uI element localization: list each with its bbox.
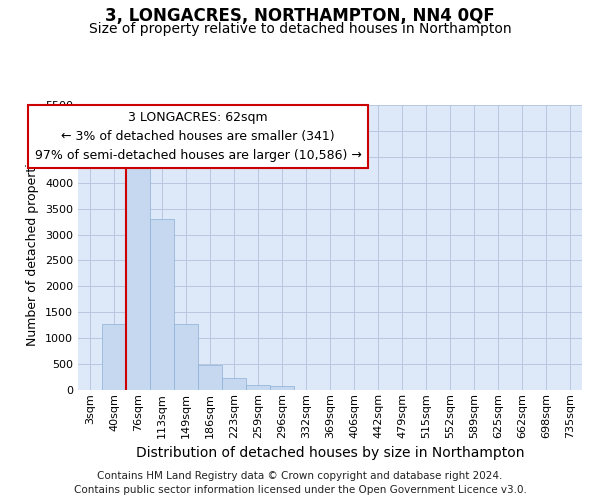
Text: 3 LONGACRES: 62sqm
← 3% of detached houses are smaller (341)
97% of semi-detache: 3 LONGACRES: 62sqm ← 3% of detached hous… <box>35 111 361 162</box>
Bar <box>222 378 246 390</box>
Bar <box>126 164 150 390</box>
X-axis label: Distribution of detached houses by size in Northampton: Distribution of detached houses by size … <box>136 446 524 460</box>
Bar <box>198 365 222 390</box>
Bar <box>102 324 126 390</box>
Y-axis label: Number of detached properties: Number of detached properties <box>26 149 40 346</box>
Text: Size of property relative to detached houses in Northampton: Size of property relative to detached ho… <box>89 22 511 36</box>
Bar <box>174 324 198 390</box>
Bar <box>270 386 294 390</box>
Bar <box>150 219 174 390</box>
Text: Contains HM Land Registry data © Crown copyright and database right 2024.
Contai: Contains HM Land Registry data © Crown c… <box>74 471 526 495</box>
Text: 3, LONGACRES, NORTHAMPTON, NN4 0QF: 3, LONGACRES, NORTHAMPTON, NN4 0QF <box>105 8 495 26</box>
Bar <box>246 385 270 390</box>
